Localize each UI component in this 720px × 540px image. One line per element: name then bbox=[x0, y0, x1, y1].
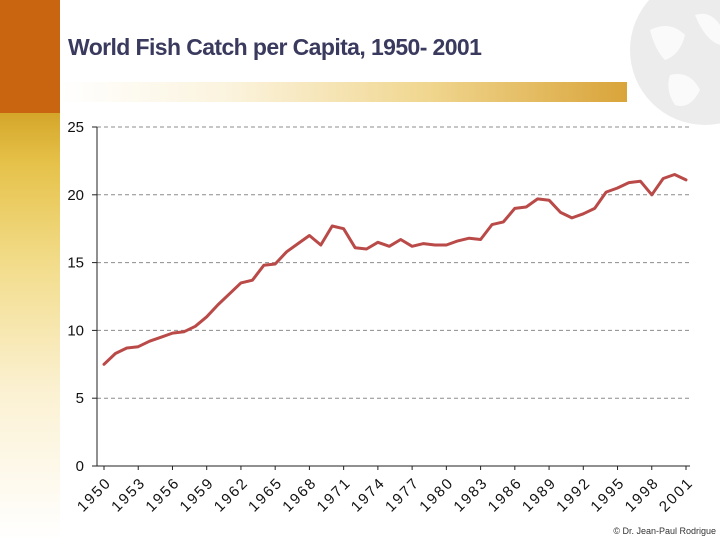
data-point-1954 bbox=[148, 340, 151, 343]
data-point-1958 bbox=[194, 325, 197, 328]
x-tick-label: 1983 bbox=[450, 474, 491, 515]
data-point-1974 bbox=[376, 241, 379, 244]
title-underline-gradient bbox=[60, 82, 627, 102]
axis-layer bbox=[92, 126, 690, 470]
series-line-fish-catch bbox=[102, 173, 688, 366]
data-point-1991 bbox=[570, 216, 573, 219]
grid-layer bbox=[97, 126, 690, 399]
data-point-1959 bbox=[205, 315, 208, 318]
data-point-1979 bbox=[433, 243, 436, 246]
data-point-1989 bbox=[548, 199, 551, 202]
data-point-1999 bbox=[662, 177, 665, 180]
data-point-2000 bbox=[673, 173, 676, 176]
data-point-1957 bbox=[182, 330, 185, 333]
data-point-1984 bbox=[491, 223, 494, 226]
data-point-1992 bbox=[582, 212, 585, 215]
y-tick-label: 0 bbox=[76, 458, 84, 475]
data-point-1965 bbox=[274, 262, 277, 265]
x-tick-label: 1986 bbox=[485, 474, 526, 515]
data-point-1963 bbox=[251, 279, 254, 282]
data-point-1967 bbox=[297, 242, 300, 245]
data-point-1996 bbox=[627, 181, 630, 184]
data-point-1983 bbox=[479, 238, 482, 241]
data-point-1960 bbox=[217, 303, 220, 306]
copyright-notice: © Dr. Jean-Paul Rodrigue bbox=[613, 526, 716, 536]
y-tick-label: 10 bbox=[67, 322, 84, 339]
x-tick-label: 1971 bbox=[314, 474, 355, 515]
data-point-1997 bbox=[639, 180, 642, 183]
data-point-1977 bbox=[411, 245, 414, 248]
x-tick-label: 1968 bbox=[279, 474, 320, 515]
data-point-1978 bbox=[422, 242, 425, 245]
x-tick-label: 1974 bbox=[348, 474, 389, 515]
y-tick-label: 5 bbox=[76, 390, 84, 407]
x-tick-label: 1956 bbox=[142, 474, 183, 515]
x-tick-label: 1980 bbox=[416, 474, 457, 515]
data-point-1976 bbox=[399, 238, 402, 241]
data-point-1998 bbox=[650, 193, 653, 196]
data-point-1980 bbox=[445, 243, 448, 246]
x-tick-label: 1965 bbox=[245, 474, 286, 515]
page-title: World Fish Catch per Capita, 1950- 2001 bbox=[68, 34, 482, 60]
data-point-1952 bbox=[125, 347, 128, 350]
x-tick-label: 1995 bbox=[587, 474, 628, 515]
data-point-1961 bbox=[228, 292, 231, 295]
data-point-1986 bbox=[513, 207, 516, 210]
data-point-2001 bbox=[685, 178, 688, 181]
data-point-1951 bbox=[114, 352, 117, 355]
data-point-1995 bbox=[616, 187, 619, 190]
x-tick-label: 1977 bbox=[382, 474, 423, 515]
data-point-1982 bbox=[468, 237, 471, 240]
x-tick-label: 1998 bbox=[622, 474, 663, 515]
data-point-1990 bbox=[559, 211, 562, 214]
data-point-1955 bbox=[160, 336, 163, 339]
data-point-1970 bbox=[331, 224, 334, 227]
data-point-1964 bbox=[262, 264, 265, 267]
data-point-1994 bbox=[605, 191, 608, 194]
data-point-1969 bbox=[319, 243, 322, 246]
data-point-1985 bbox=[502, 220, 505, 223]
x-tick-label: 1992 bbox=[553, 474, 594, 515]
y-tick-label: 25 bbox=[67, 119, 84, 136]
data-point-1993 bbox=[593, 207, 596, 210]
globe-watermark-icon bbox=[630, 0, 720, 125]
data-point-1950 bbox=[103, 363, 106, 366]
data-point-1968 bbox=[308, 234, 311, 237]
x-tick-label: 1962 bbox=[211, 474, 252, 515]
left-accent-bar-top bbox=[0, 0, 60, 113]
x-tick-label: 1989 bbox=[519, 474, 560, 515]
x-tick-label: 1959 bbox=[177, 474, 218, 515]
series-layer bbox=[102, 173, 688, 366]
data-point-1987 bbox=[525, 206, 528, 209]
data-point-1981 bbox=[456, 239, 459, 242]
y-tick-label: 15 bbox=[67, 255, 84, 272]
x-tick-label: 1953 bbox=[108, 474, 149, 515]
data-point-1971 bbox=[342, 227, 345, 230]
data-point-1962 bbox=[239, 281, 242, 284]
x-tick-labels: 1950195319561959196219651968197119741977… bbox=[74, 474, 697, 515]
x-tick-label: 1950 bbox=[74, 474, 115, 515]
x-tick-label: 2001 bbox=[656, 474, 697, 515]
data-point-1966 bbox=[285, 250, 288, 253]
left-accent-bar-gradient bbox=[0, 113, 60, 540]
data-point-1956 bbox=[171, 332, 174, 335]
y-tick-labels: 0 5 10 15 20 25 bbox=[67, 119, 84, 475]
data-point-1988 bbox=[536, 197, 539, 200]
data-point-1972 bbox=[354, 246, 357, 249]
y-tick-label: 20 bbox=[67, 187, 84, 204]
data-point-1975 bbox=[388, 245, 391, 248]
data-point-1973 bbox=[365, 248, 368, 251]
data-point-1953 bbox=[137, 345, 140, 348]
